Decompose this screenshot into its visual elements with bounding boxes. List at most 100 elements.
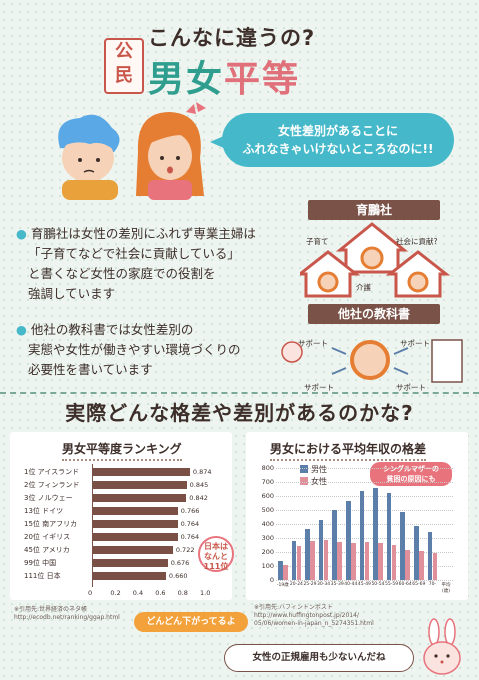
income-bar — [337, 542, 342, 580]
bullet-other-textbooks: ● 他社の教科書では女性差別の 実態や女性が働きやすい環境づくりの 必要性を書いて… — [16, 320, 296, 380]
section-divider — [0, 392, 479, 394]
income-bar — [305, 528, 310, 580]
title-part-1: 男女 — [148, 59, 225, 100]
income-bar — [278, 561, 283, 580]
callout-sm-line-2: 貧困の原因にも — [386, 475, 436, 483]
income-ytick-label: 500 — [261, 506, 274, 514]
rank-category-label: 1位 アイスランド — [24, 468, 80, 476]
rank-value-label: 0.764 — [180, 520, 200, 528]
rank-value-label: 0.845 — [189, 481, 209, 489]
income-gridline — [276, 510, 453, 511]
income-bar — [323, 540, 329, 580]
rank-bar — [92, 533, 178, 541]
legend-female-label: 女性 — [311, 477, 327, 486]
badge-char-1: 公 — [115, 41, 133, 62]
income-title: 男女における平均年収の格差 — [270, 442, 427, 461]
rabbit-icon — [423, 618, 461, 675]
rank-category-label: 3位 ノルウェー — [24, 494, 73, 502]
tag-ikuhosha: 育鵬社 — [308, 200, 440, 220]
callout-line-3: 111位 — [203, 562, 229, 571]
tag-other-textbooks: 他社の教科書 — [308, 304, 440, 324]
income-ytick-label: 700 — [261, 478, 274, 486]
declining-callout: どんどん下がってるよ — [134, 612, 248, 632]
rank-bar — [92, 507, 178, 515]
rank-category-label: 45位 アメリカ — [24, 546, 70, 554]
support-label-1: サポート — [298, 339, 328, 348]
income-bar — [359, 491, 365, 580]
income-xtick-label: 平均 (歳) — [441, 583, 451, 594]
income-ytick-label: 300 — [261, 534, 274, 542]
japan-rank-callout: 日本は なんと 111位 — [198, 536, 234, 572]
rank-value-label: 0.722 — [175, 546, 195, 554]
income-xtick-label: 40-44 — [344, 582, 358, 587]
rank-value-label: 0.676 — [170, 559, 190, 567]
rank-value-label: 0.766 — [180, 507, 200, 515]
bullet-dot-icon: ● — [16, 226, 27, 241]
income-ytick-label: 200 — [261, 548, 274, 556]
callout-line-1: 日本は — [204, 542, 228, 551]
income-bar — [432, 553, 438, 580]
income-xtick-label: 30-34 — [317, 582, 331, 587]
bullet-2-line-2: 実態や女性が働きやすい環境づくりの — [28, 342, 241, 357]
income-xtick-label: 50-54 — [371, 582, 385, 587]
income-gridline — [276, 552, 453, 553]
civics-badge: 公 民 — [104, 38, 144, 94]
rank-category-label: 20位 イギリス — [24, 533, 71, 541]
rank-category-label: 2位 フィンランド — [24, 481, 80, 489]
income-bar — [283, 565, 288, 580]
income-gridline — [276, 524, 453, 525]
ranking-title: 男女平等度ランキング — [62, 442, 182, 461]
support-illustration — [281, 339, 463, 383]
label-kaigo: 介護 — [356, 283, 371, 292]
rank-bar — [92, 520, 178, 528]
income-bar — [419, 550, 424, 580]
income-bar — [318, 519, 324, 580]
bubble-line-1: 女性差別があることに — [277, 124, 398, 138]
income-ytick-label: 400 — [261, 520, 274, 528]
income-source: ※引用先:ハフィントンポスト http://www.huffingtonpost… — [254, 604, 374, 627]
income-gridline — [276, 580, 453, 581]
rank-bar — [92, 546, 173, 554]
legend-female: 女性 — [300, 476, 327, 487]
page-title: 男女平等 — [148, 50, 300, 102]
rank-bar — [92, 481, 187, 489]
income-xtick-label: -19歳 — [276, 583, 289, 588]
income-bar — [351, 542, 356, 580]
income-xtick-label: 35-39 — [330, 582, 344, 587]
badge-char-2: 民 — [115, 65, 133, 86]
rank-bar — [92, 468, 190, 476]
rank-tick-label: 0 — [88, 589, 93, 597]
title-part-2: 平等 — [224, 59, 301, 100]
bullet-dot-icon: ● — [16, 322, 27, 337]
bullet-ikuhosha: ● 育鵬社は女性の差別にふれず専業主婦は 「子育てなどで社会に貢献している」 と書… — [16, 224, 296, 304]
label-kosodate: 子育て — [306, 237, 329, 246]
rank-tick-label: 0.6 — [155, 589, 166, 597]
income-ytick-label: 600 — [261, 492, 274, 500]
bullet-1-line-1: 育鵬社は女性の差別にふれず専業主婦は — [30, 226, 256, 241]
rank-bar — [92, 559, 168, 567]
rank-tick-label: 1.0 — [200, 589, 211, 597]
income-xtick-label: 20-24 — [289, 582, 303, 587]
support-label-2: サポート — [400, 339, 430, 348]
rank-value-label: 0.842 — [189, 494, 208, 502]
income-xtick-label: 60-64 — [398, 582, 412, 587]
income-bar — [346, 500, 351, 580]
kids-illustration — [58, 102, 206, 200]
callout-sm-line-1: シングルマザーの — [383, 465, 439, 473]
income-xtick-label: 55-59 — [385, 582, 399, 587]
rank-category-label: 13位 ドイツ — [24, 507, 64, 515]
houses-illustration — [300, 222, 450, 298]
income-gridline — [276, 496, 453, 497]
male-swatch-icon — [300, 465, 308, 473]
speech-bubble: 女性差別があることに ふれなきゃいけないところなのに!! — [210, 113, 454, 167]
bullet-1-line-4: 強調しています — [28, 286, 116, 301]
income-bar — [373, 488, 378, 580]
rank-value-label: 0.660 — [168, 572, 188, 580]
income-ytick-label: 800 — [261, 464, 274, 472]
legend-male-label: 男性 — [311, 465, 327, 474]
income-gridline — [276, 538, 453, 539]
rank-category-label: 111位 日本 — [24, 572, 61, 580]
legend-male: 男性 — [300, 464, 327, 475]
income-bar — [391, 545, 397, 580]
rank-bar — [92, 572, 166, 580]
